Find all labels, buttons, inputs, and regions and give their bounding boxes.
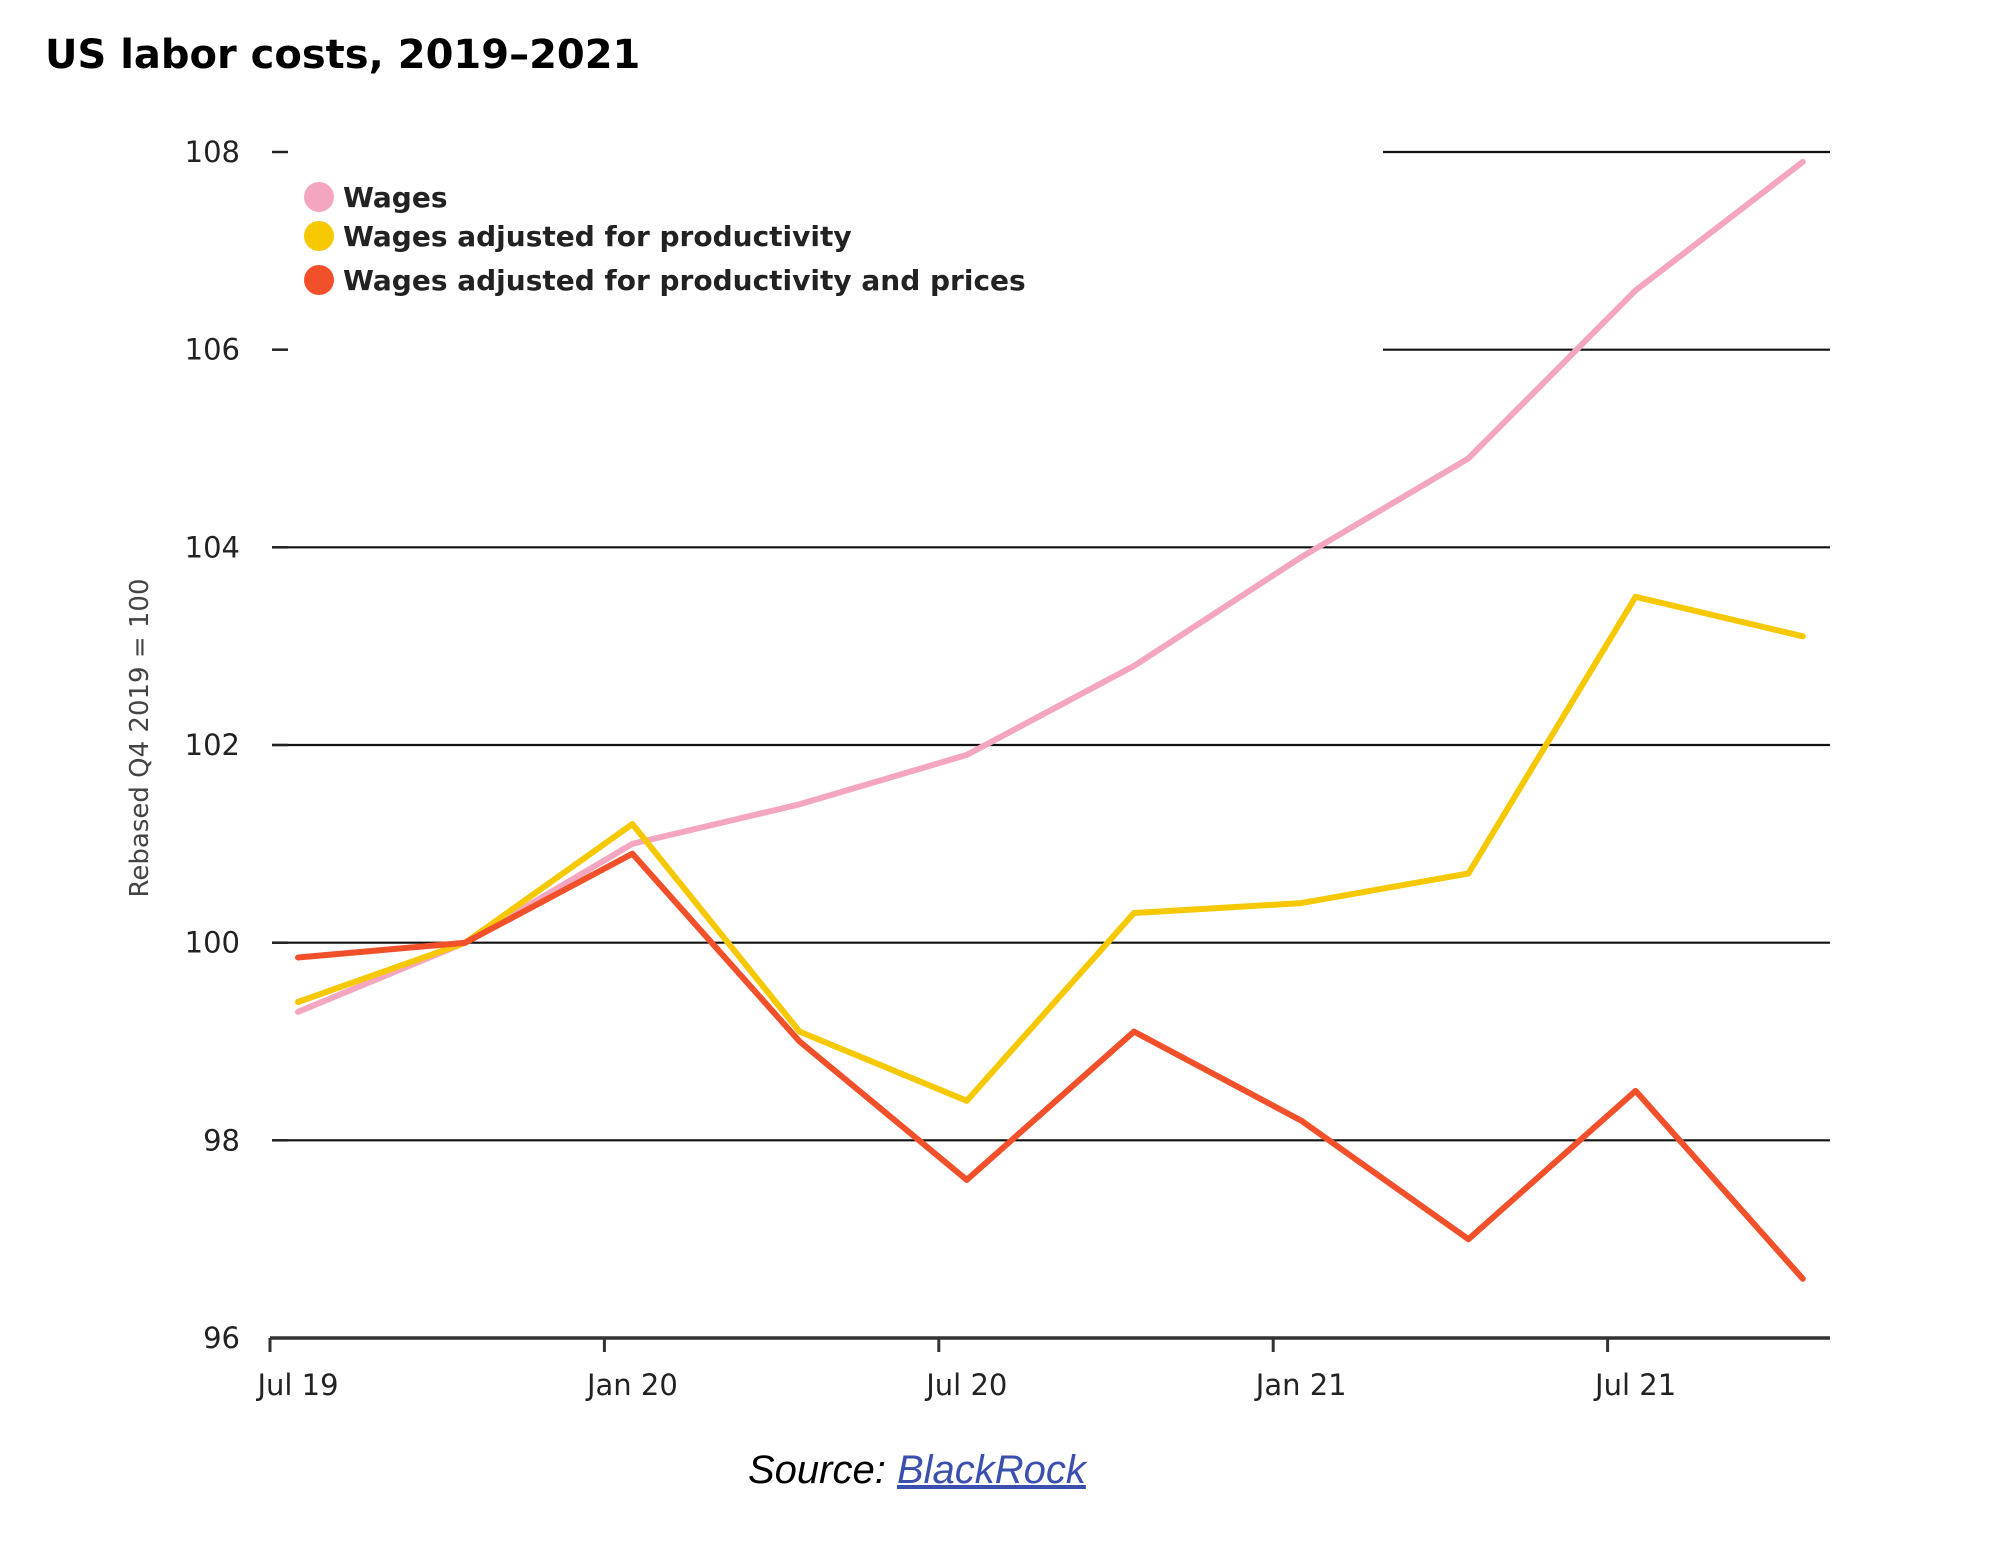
- x-tick-label: Jul 20: [924, 1368, 1007, 1402]
- legend-marker: [304, 265, 334, 295]
- x-tick-label: Jul 19: [255, 1368, 338, 1402]
- legend: Wages Wages adjusted for productivity Wage…: [304, 181, 1026, 297]
- source-prefix: Source:: [748, 1448, 897, 1492]
- series-line-2: [295, 593, 1806, 1104]
- x-tick-label: Jan 20: [585, 1368, 678, 1402]
- y-tick-label: 96: [203, 1321, 240, 1355]
- legend-label: Wages: [343, 181, 447, 214]
- x-tick-label: Jul 21: [1593, 1368, 1676, 1402]
- legend-marker: [304, 182, 334, 212]
- y-tick-label: 102: [185, 728, 240, 762]
- source-note: Source: BlackRock: [748, 1448, 1086, 1493]
- source-link[interactable]: BlackRock: [896, 1448, 1086, 1492]
- legend-label: Wages adjusted for productivity and pric…: [343, 264, 1026, 297]
- y-axis-label: Rebased Q4 2019 = 100: [125, 578, 155, 897]
- y-tick-label: 98: [203, 1123, 240, 1157]
- series-line-3: [295, 850, 1806, 1282]
- legend-marker: [304, 221, 334, 251]
- axes: 108 106 104 102 100 98 96 Jul 19 Jan 20 Jul 20 Jan…: [185, 135, 1830, 1402]
- y-tick-label: 106: [185, 333, 240, 367]
- y-tick-label: 104: [185, 530, 240, 564]
- legend-label: Wages adjusted for productivity: [343, 220, 852, 253]
- x-tick-label: Jan 21: [1254, 1368, 1347, 1402]
- y-tick-label: 100: [185, 926, 240, 960]
- gridlines: [272, 150, 1830, 1142]
- series: [295, 158, 1806, 1282]
- chart-title: US labor costs, 2019–2021: [45, 32, 640, 78]
- y-tick-label: 108: [185, 135, 240, 169]
- series-line-1: [295, 158, 1806, 1015]
